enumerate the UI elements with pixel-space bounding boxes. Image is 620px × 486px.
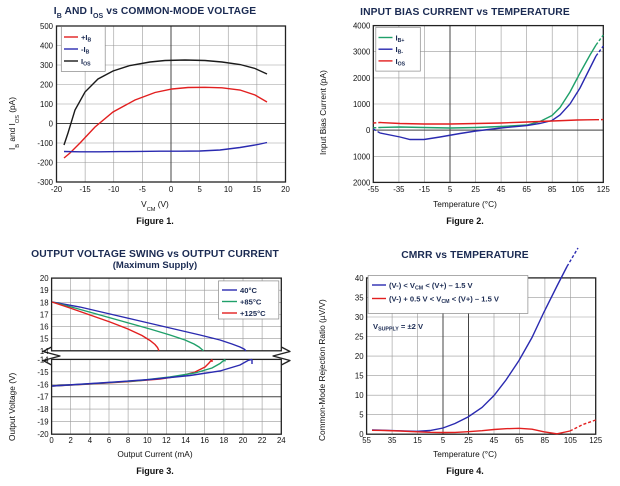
svg-text:4: 4 xyxy=(88,436,93,445)
svg-text:1000: 1000 xyxy=(353,100,371,109)
svg-text:-5: -5 xyxy=(139,185,147,194)
svg-text:24: 24 xyxy=(277,436,286,445)
svg-text:15: 15 xyxy=(253,185,262,194)
svg-text:25: 25 xyxy=(464,436,473,445)
svg-text:-17: -17 xyxy=(37,393,48,402)
svg-text:45: 45 xyxy=(490,436,499,445)
svg-text:18: 18 xyxy=(40,298,49,307)
svg-text:100: 100 xyxy=(40,100,54,109)
svg-text:16: 16 xyxy=(200,436,209,445)
svg-text:-15: -15 xyxy=(419,185,431,194)
svg-text:5: 5 xyxy=(197,185,202,194)
svg-text:65: 65 xyxy=(515,436,524,445)
svg-text:20: 20 xyxy=(355,352,364,361)
svg-text:125: 125 xyxy=(597,185,611,194)
svg-text:20: 20 xyxy=(40,274,49,283)
svg-text:15: 15 xyxy=(413,436,422,445)
svg-text:-16: -16 xyxy=(37,380,48,389)
svg-text:105: 105 xyxy=(571,185,585,194)
svg-text:125: 125 xyxy=(589,436,603,445)
svg-text:400: 400 xyxy=(40,42,54,51)
svg-text:20: 20 xyxy=(239,436,248,445)
svg-text:20: 20 xyxy=(281,185,290,194)
svg-text:5: 5 xyxy=(448,185,453,194)
svg-text:6: 6 xyxy=(107,436,111,445)
svg-text:-200: -200 xyxy=(37,159,53,168)
svg-text:-14: -14 xyxy=(37,355,49,364)
svg-text:10: 10 xyxy=(143,436,152,445)
svg-text:2: 2 xyxy=(69,436,73,445)
svg-text:-100: -100 xyxy=(37,139,53,148)
svg-text:25: 25 xyxy=(471,185,480,194)
svg-text:1000: 1000 xyxy=(353,152,371,161)
svg-text:-35: -35 xyxy=(393,185,405,194)
svg-text:-55: -55 xyxy=(368,185,380,194)
svg-text:85: 85 xyxy=(541,436,550,445)
svg-text:300: 300 xyxy=(40,61,54,70)
svg-text:3000: 3000 xyxy=(353,48,371,57)
svg-text:+85°C: +85°C xyxy=(240,298,262,307)
svg-text:0: 0 xyxy=(49,436,54,445)
svg-text:35: 35 xyxy=(388,436,397,445)
svg-text:55: 55 xyxy=(362,436,371,445)
svg-text:19: 19 xyxy=(40,286,49,295)
svg-text:22: 22 xyxy=(258,436,267,445)
svg-text:40°C: 40°C xyxy=(240,286,257,295)
svg-text:2000: 2000 xyxy=(353,74,371,83)
svg-text:-18: -18 xyxy=(37,405,48,414)
svg-text:18: 18 xyxy=(220,436,229,445)
svg-text:0: 0 xyxy=(169,185,174,194)
svg-text:16: 16 xyxy=(40,323,49,332)
svg-text:-20: -20 xyxy=(51,185,63,194)
svg-text:12: 12 xyxy=(162,436,171,445)
svg-text:-15: -15 xyxy=(79,185,91,194)
svg-text:85: 85 xyxy=(548,185,557,194)
svg-text:0: 0 xyxy=(49,120,54,129)
svg-text:15: 15 xyxy=(40,335,49,344)
svg-text:VSUPPLY = ±2 V: VSUPPLY = ±2 V xyxy=(373,322,424,332)
svg-text:-15: -15 xyxy=(37,368,49,377)
svg-text:14: 14 xyxy=(181,436,190,445)
svg-text:5: 5 xyxy=(441,436,446,445)
svg-text:40: 40 xyxy=(355,274,364,283)
svg-text:8: 8 xyxy=(126,436,130,445)
svg-text:500: 500 xyxy=(40,22,54,31)
svg-text:(V-) < VCM < (V+) – 1.5 V: (V-) < VCM < (V+) – 1.5 V xyxy=(389,281,474,291)
svg-text:10: 10 xyxy=(355,391,364,400)
svg-text:-20: -20 xyxy=(37,430,49,439)
svg-text:17: 17 xyxy=(40,311,49,320)
svg-text:5: 5 xyxy=(359,411,364,420)
svg-text:4000: 4000 xyxy=(353,22,371,31)
svg-text:65: 65 xyxy=(522,185,531,194)
svg-text:45: 45 xyxy=(497,185,506,194)
svg-text:200: 200 xyxy=(40,81,54,90)
svg-text:35: 35 xyxy=(355,293,364,302)
svg-text:10: 10 xyxy=(224,185,233,194)
svg-text:15: 15 xyxy=(355,372,364,381)
svg-text:-10: -10 xyxy=(108,185,120,194)
svg-text:-19: -19 xyxy=(37,418,48,427)
svg-text:30: 30 xyxy=(355,313,364,322)
svg-text:25: 25 xyxy=(355,333,364,342)
svg-text:+125°C: +125°C xyxy=(240,309,266,318)
svg-text:105: 105 xyxy=(564,436,578,445)
svg-text:0: 0 xyxy=(366,126,371,135)
